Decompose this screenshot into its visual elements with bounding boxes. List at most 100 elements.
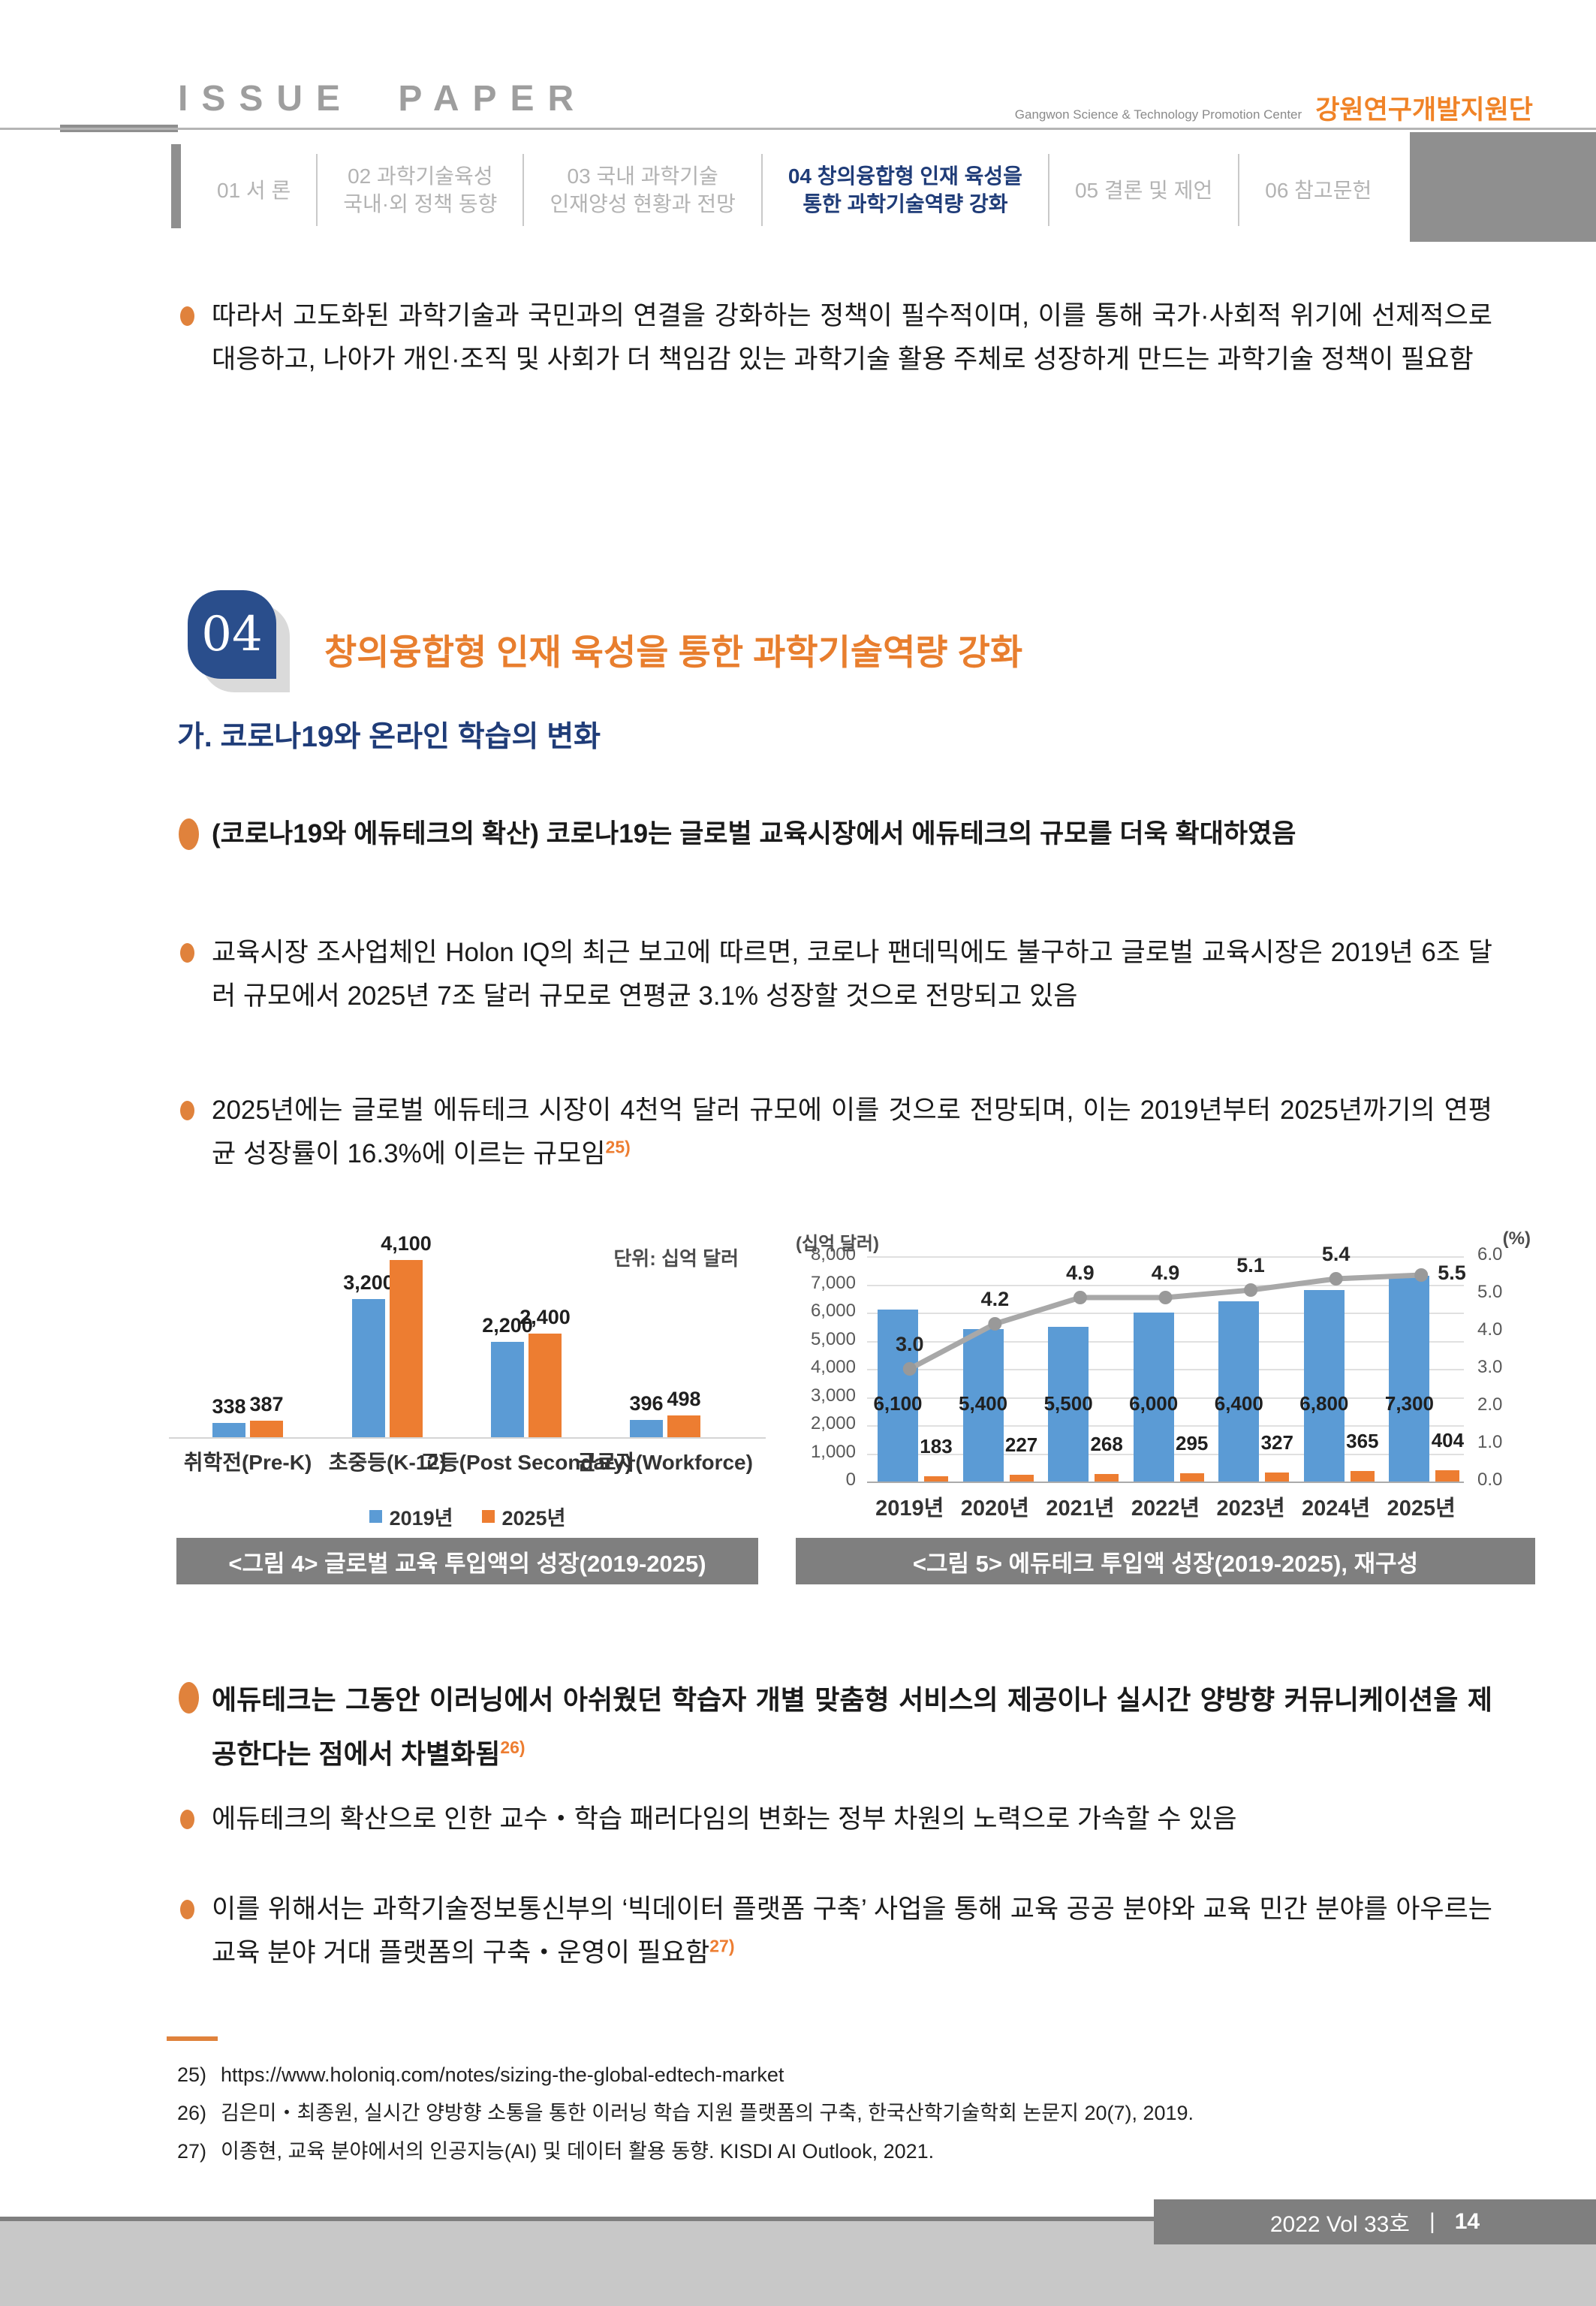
fig5-blue-bar-4: [1218, 1301, 1260, 1482]
footnote-25-text: https://www.holoniq.com/notes/sizing-the…: [221, 2063, 784, 2086]
fig5-right-tick-2: 4.0: [1477, 1319, 1503, 1340]
footer-separator: |: [1429, 2209, 1435, 2234]
nav-tab-04-active[interactable]: 04 창의융합형 인재 육성을 통한 과학기술역량 강화: [787, 164, 1022, 216]
fig5-blue-bar-0: [878, 1310, 918, 1482]
figure4-plot: 338 387 3,200 4,100 2,200 2,400 396 498: [169, 1232, 766, 1439]
section-title: 창의융합형 인재 육성을 통한 과학기술역량 강화: [324, 632, 1023, 672]
fig5-orange-bar-0: [924, 1476, 948, 1482]
fig4-bar-2025년-1: [390, 1260, 423, 1437]
bullet-marker: [180, 1900, 194, 1919]
fig5-left-tick-1: 7,000: [810, 1272, 856, 1293]
nav-tab-02[interactable]: 02 과학기술육성 국내·외 정책 동향: [343, 164, 498, 216]
fig5-left-tick-3: 5,000: [810, 1328, 856, 1349]
subsection-title: 가. 코로나19와 온라인 학습의 변화: [177, 721, 601, 753]
fig5-line-value-0: 3.0: [896, 1333, 924, 1355]
fig5-orange-bar-2: [1095, 1474, 1119, 1482]
nav-tab-03[interactable]: 03 국내 과학기술 인재양성 현황과 전망: [550, 164, 736, 216]
fig4-bar-2025년-0: [250, 1421, 283, 1437]
fig4-bar-2025년-3: [667, 1415, 700, 1437]
fig5-right-tick-3: 3.0: [1477, 1357, 1503, 1377]
fig5-gridline-0: [867, 1256, 1464, 1258]
fig5-blue-bar-6: [1389, 1276, 1430, 1482]
fig4-category-label-0: 취학전(Pre-K): [183, 1451, 312, 1474]
fig5-x-label-4: 2023년: [1216, 1497, 1285, 1521]
fig5-gridline-1: [867, 1284, 1464, 1286]
platform-paragraph: 이를 위해서는 과학기술정보통신부의 ‘빅데이터 플랫폼 구축’ 사업을 통해 …: [212, 1895, 1492, 1968]
fig5-blue-bar-5: [1303, 1290, 1345, 1482]
figure4-legend: 2019년 2025년: [176, 1502, 758, 1531]
fig5-blue-bar-value-0: 6,100: [873, 1392, 923, 1415]
bullet-marker-large: [179, 818, 199, 850]
nav-right-block: [1410, 132, 1596, 242]
edtech-diff-paragraph: 에듀테크는 그동안 이러닝에서 아쉬웠던 학습자 개별 맞춤형 서비스의 제공이…: [212, 1684, 1492, 1769]
holon-iq-paragraph: 교육시장 조사업체인 Holon IQ의 최근 보고에 따르면, 코로나 팬데믹…: [212, 938, 1492, 1011]
nav-left-bar: [171, 144, 181, 228]
fig4-bar-value-3-0: 396: [629, 1392, 664, 1415]
fig4-bar-value-2-0: 2,200: [482, 1314, 533, 1337]
org-name-en: Gangwon Science & Technology Promotion C…: [1014, 107, 1302, 122]
nav-separator: [522, 154, 525, 226]
footnote-27-text: 이종현, 교육 분야에서의 인공지능(AI) 및 데이터 활용 동향. KISD…: [221, 2140, 935, 2163]
nav-tab-01[interactable]: 01 서 론: [217, 178, 291, 202]
footer-page-number: 14: [1454, 2209, 1480, 2234]
fig5-blue-bar-value-2: 5,500: [1043, 1392, 1093, 1415]
legend-item-2025: 2025년: [481, 1502, 566, 1531]
fig4-bar-value-0-0: 338: [212, 1395, 246, 1418]
fig5-blue-bar-value-1: 5,400: [959, 1392, 1008, 1415]
legend-item-2019: 2019년: [369, 1502, 453, 1531]
fig5-blue-bar-value-6: 7,300: [1384, 1392, 1434, 1415]
legend-swatch-2025: [481, 1510, 495, 1523]
fig5-blue-bar-3: [1133, 1313, 1174, 1482]
nav-separator: [316, 154, 318, 226]
footnote-26: 26) 김은미・최종원, 실시간 양방향 소통을 통한 이러닝 학습 지원 플랫…: [177, 2102, 1194, 2125]
fig4-category-label-1: 초중등(K-12): [328, 1451, 447, 1474]
footnotes: 25) https://www.holoniq.com/notes/sizing…: [177, 2063, 1498, 2178]
fig5-orange-bar-1: [1009, 1475, 1034, 1482]
section-number-badge: 04: [188, 590, 276, 679]
footnote-ref-27: 27): [709, 1936, 735, 1956]
footnote-25: 25) https://www.holoniq.com/notes/sizing…: [177, 2063, 784, 2086]
fig5-x-label-5: 2024년: [1302, 1497, 1371, 1521]
footnote-27: 27) 이종현, 교육 분야에서의 인공지능(AI) 및 데이터 활용 동향. …: [177, 2140, 935, 2163]
fig5-x-label-3: 2022년: [1131, 1497, 1200, 1521]
edtech-2025-paragraph: 2025년에는 글로벌 에듀테크 시장이 4천억 달러 규모에 이를 것으로 전…: [212, 1096, 1492, 1169]
fig5-line-value-3: 4.9: [1151, 1262, 1180, 1284]
nav-tab-06[interactable]: 06 참고문헌: [1265, 178, 1372, 202]
fig5-line-value-5: 5.4: [1321, 1243, 1351, 1265]
fig5-blue-bar-2: [1048, 1327, 1089, 1482]
legend-label-2025: 2025년: [501, 1507, 566, 1530]
fig5-right-tick-4: 2.0: [1477, 1394, 1503, 1415]
bullet-marker: [180, 943, 194, 963]
footnote-ref-25: 25): [605, 1137, 631, 1157]
legend-swatch-2019: [369, 1510, 382, 1523]
fig5-left-tick-0: 8,000: [810, 1244, 856, 1265]
fig4-bar-2019년-0: [212, 1423, 245, 1437]
fig4-bar-value-1-0: 3,200: [343, 1271, 394, 1294]
nav-tabs: 01 서 론 02 과학기술육성 국내·외 정책 동향 03 국내 과학기술 인재양…: [191, 140, 1408, 240]
paradigm-paragraph: 에듀테크의 확산으로 인한 교수・학습 패러다임의 변화는 정부 차원의 노력으…: [212, 1804, 1237, 1834]
fig5-left-tick-4: 4,000: [810, 1357, 856, 1377]
fig5-line-value-6: 5.5: [1438, 1262, 1466, 1284]
bullet-marker: [180, 306, 194, 326]
nav-tab-05[interactable]: 05 결론 및 제언: [1074, 178, 1213, 202]
fig5-line-value-1: 4.2: [980, 1288, 1010, 1310]
fig5-left-tick-5: 3,000: [810, 1385, 856, 1406]
fig5-orange-bar-5: [1350, 1471, 1375, 1482]
fig4-category-label-2: 고등(Post Secondary): [420, 1451, 632, 1474]
fig5-x-label-6: 2025년: [1387, 1497, 1456, 1521]
fig5-x-label-0: 2019년: [875, 1497, 944, 1521]
fig4-category-label-3: 근로자(Workforce): [577, 1451, 753, 1474]
fig5-x-label-1: 2020년: [960, 1497, 1029, 1521]
bullet-marker: [180, 1810, 194, 1829]
fig4-bar-2019년-1: [352, 1299, 385, 1437]
fig5-blue-bar-value-3: 6,000: [1129, 1392, 1179, 1415]
figure4-unit-label: 단위: 십억 달러: [613, 1247, 739, 1270]
fig4-bar-value-2-1: 2,400: [519, 1306, 571, 1328]
fig5-blue-bar-value-4: 6,400: [1214, 1392, 1263, 1415]
fig5-orange-bar-value-2: 268: [1090, 1433, 1123, 1455]
fig4-bar-2019년-2: [491, 1342, 524, 1437]
figure5-chart: (십억 달러) (%) 6,100 183 5,400 227 5,500 268 6,00…: [796, 1222, 1535, 1532]
fig5-orange-bar-6: [1435, 1470, 1460, 1482]
fig5-gridline-8: [867, 1482, 1464, 1483]
